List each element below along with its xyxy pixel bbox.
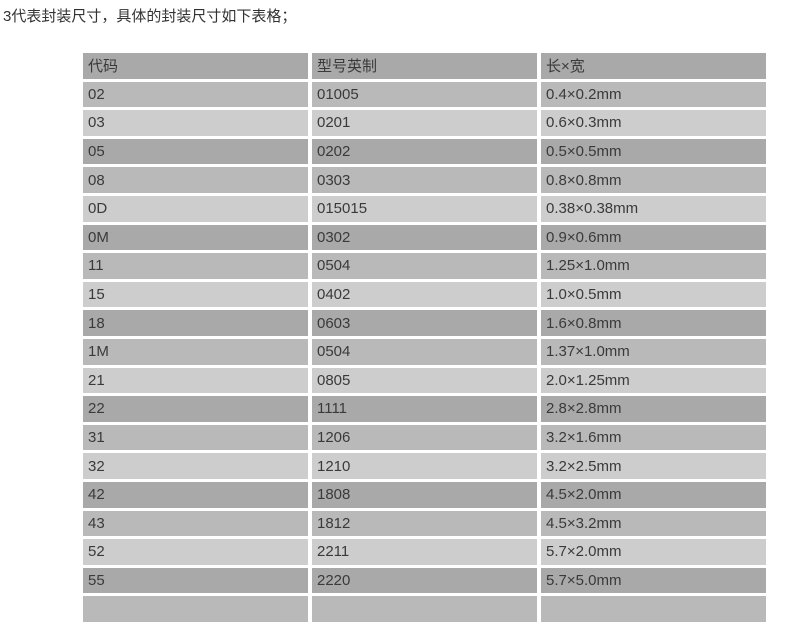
cell-size: 1.37×1.0mm <box>541 338 766 365</box>
cell-size: 1.25×1.0mm <box>541 253 766 279</box>
cell-model: 2220 <box>312 567 537 594</box>
table-row: 32 1210 3.2×2.5mm <box>83 453 766 479</box>
cell-size: 2.8×2.8mm <box>541 396 766 422</box>
cell-model: 0303 <box>312 167 537 193</box>
package-size-table: 代码 型号英制 长×宽 02 01005 0.4×0.2mm 03 0201 0.6×0.… <box>79 50 770 625</box>
cell-size <box>541 596 766 622</box>
header-model-imperial: 型号英制 <box>312 53 537 79</box>
cell-model: 0402 <box>312 281 537 308</box>
cell-size: 4.5×2.0mm <box>541 481 766 508</box>
table-row: 0D 015015 0.38×0.38mm <box>83 195 766 222</box>
cell-code: 03 <box>83 110 308 136</box>
cell-size: 4.5×3.2mm <box>541 510 766 537</box>
table-row: 43 1812 4.5×3.2mm <box>83 510 766 537</box>
cell-code: 05 <box>83 138 308 165</box>
cell-size: 0.6×0.3mm <box>541 110 766 136</box>
table-header-row: 代码 型号英制 长×宽 <box>83 53 766 79</box>
cell-code: 15 <box>83 281 308 308</box>
intro-text: 3代表封装尺寸，具体的封装尺寸如下表格； <box>3 8 297 25</box>
cell-model: 1206 <box>312 424 537 451</box>
cell-model: 1210 <box>312 453 537 479</box>
cell-size: 5.7×2.0mm <box>541 539 766 565</box>
cell-model: 1812 <box>312 510 537 537</box>
cell-model: 1808 <box>312 481 537 508</box>
table-row: 1M 0504 1.37×1.0mm <box>83 338 766 365</box>
cell-size: 1.6×0.8mm <box>541 310 766 336</box>
package-size-table-wrap: 代码 型号英制 长×宽 02 01005 0.4×0.2mm 03 0201 0.6×0.… <box>79 50 770 625</box>
table-row: 31 1206 3.2×1.6mm <box>83 424 766 451</box>
table-body: 02 01005 0.4×0.2mm 03 0201 0.6×0.3mm 05 0202 0.5… <box>83 81 766 622</box>
cell-code <box>83 596 308 622</box>
cell-model: 0805 <box>312 367 537 394</box>
cell-model: 01005 <box>312 81 537 108</box>
cell-code: 52 <box>83 539 308 565</box>
table-row: 02 01005 0.4×0.2mm <box>83 81 766 108</box>
header-code: 代码 <box>83 53 308 79</box>
cell-size: 2.0×1.25mm <box>541 367 766 394</box>
cell-model: 0202 <box>312 138 537 165</box>
cell-model <box>312 596 537 622</box>
cell-model: 2211 <box>312 539 537 565</box>
cell-code: 31 <box>83 424 308 451</box>
table-row: 18 0603 1.6×0.8mm <box>83 310 766 336</box>
cell-model: 0504 <box>312 253 537 279</box>
cell-size: 3.2×2.5mm <box>541 453 766 479</box>
table-row: 52 2211 5.7×2.0mm <box>83 539 766 565</box>
table-row: 08 0303 0.8×0.8mm <box>83 167 766 193</box>
cell-code: 21 <box>83 367 308 394</box>
cell-size: 0.9×0.6mm <box>541 224 766 251</box>
cell-code: 11 <box>83 253 308 279</box>
table-row: 42 1808 4.5×2.0mm <box>83 481 766 508</box>
cell-code: 42 <box>83 481 308 508</box>
cell-model: 0201 <box>312 110 537 136</box>
table-row: 03 0201 0.6×0.3mm <box>83 110 766 136</box>
cell-size: 0.4×0.2mm <box>541 81 766 108</box>
cell-model: 0603 <box>312 310 537 336</box>
cell-code: 0M <box>83 224 308 251</box>
table-row: 11 0504 1.25×1.0mm <box>83 253 766 279</box>
table-row: 55 2220 5.7×5.0mm <box>83 567 766 594</box>
table-row: 05 0202 0.5×0.5mm <box>83 138 766 165</box>
cell-model: 0302 <box>312 224 537 251</box>
cell-size: 1.0×0.5mm <box>541 281 766 308</box>
cell-size: 0.5×0.5mm <box>541 138 766 165</box>
cell-model: 015015 <box>312 195 537 222</box>
cell-code: 02 <box>83 81 308 108</box>
cell-size: 5.7×5.0mm <box>541 567 766 594</box>
cell-size: 0.8×0.8mm <box>541 167 766 193</box>
cell-size: 3.2×1.6mm <box>541 424 766 451</box>
cell-size: 0.38×0.38mm <box>541 195 766 222</box>
table-row: 21 0805 2.0×1.25mm <box>83 367 766 394</box>
cell-code: 1M <box>83 338 308 365</box>
cell-model: 1111 <box>312 396 537 422</box>
header-length-width: 长×宽 <box>541 53 766 79</box>
cell-code: 32 <box>83 453 308 479</box>
cell-code: 18 <box>83 310 308 336</box>
cell-code: 08 <box>83 167 308 193</box>
cell-code: 22 <box>83 396 308 422</box>
cell-model: 0504 <box>312 338 537 365</box>
cell-code: 0D <box>83 195 308 222</box>
table-row <box>83 596 766 622</box>
cell-code: 43 <box>83 510 308 537</box>
page: { "intro_text": "3代表封装尺寸，具体的封装尺寸如下表格；", … <box>3 8 766 622</box>
table-row: 22 1111 2.8×2.8mm <box>83 396 766 422</box>
table-row: 15 0402 1.0×0.5mm <box>83 281 766 308</box>
cell-code: 55 <box>83 567 308 594</box>
table-row: 0M 0302 0.9×0.6mm <box>83 224 766 251</box>
